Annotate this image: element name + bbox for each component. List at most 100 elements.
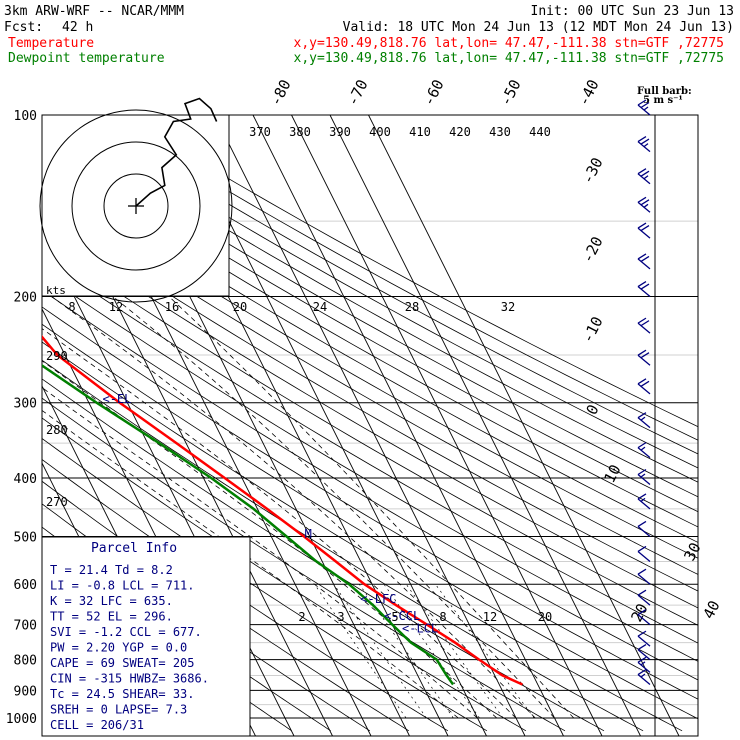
- barb-staff: [637, 258, 651, 270]
- dry-adiabat: [42, 341, 683, 732]
- mixing-ratio-label: 3: [337, 610, 344, 624]
- barb-flag: [637, 520, 647, 528]
- barb-flag: [637, 442, 647, 449]
- barb-staff: [637, 498, 651, 510]
- barb-staff: [637, 614, 651, 626]
- isotherm-label: 40: [699, 598, 723, 622]
- isotherm-label: -10: [578, 314, 606, 346]
- barb-staff: [637, 383, 651, 395]
- theta-label-left: 290: [46, 349, 68, 363]
- moist-adiabat: [112, 296, 555, 719]
- barb-flag: [637, 253, 647, 260]
- level-annotation: <-EL: [102, 392, 131, 406]
- wind-barb: [637, 630, 651, 647]
- parcel-box: [41, 536, 251, 737]
- dry-adiabat: [42, 397, 566, 732]
- dry-adiabat: [42, 154, 698, 528]
- barb-staff: [637, 635, 651, 647]
- forecast-hour: 42 h: [62, 20, 93, 35]
- wind-barb: [637, 468, 651, 486]
- isotherm-label: -70: [343, 77, 371, 109]
- wind-scale-label: 24: [313, 300, 327, 314]
- sounding-profiles: [42, 334, 523, 686]
- barb-flag: [640, 255, 650, 262]
- barb-half-flag: [643, 175, 649, 180]
- pressure-label: 1000: [6, 712, 37, 727]
- pressure-label: 100: [14, 109, 37, 124]
- parcel-row: PW = 2.20 YGP = 0.0: [50, 641, 187, 655]
- dry-adiabat: [42, 257, 698, 644]
- barb-flag: [640, 225, 650, 232]
- barb-half-flag: [640, 661, 646, 666]
- wind-barb: [637, 609, 651, 626]
- mixing-ratio-line: [435, 583, 535, 719]
- barb-flag: [637, 196, 647, 203]
- wind-scale-label: 20: [233, 300, 247, 314]
- init-time: Init: 00 UTC Sun 23 Jun 13: [531, 4, 735, 19]
- wind-barb: [637, 442, 651, 459]
- wind-barb: [637, 136, 651, 153]
- mixing-ratio-label: 5: [391, 610, 398, 624]
- dry-adiabat: [62, 115, 698, 469]
- full-barb-label: Full barb:: [637, 86, 692, 97]
- parcel-row: TT = 52 EL = 296.: [50, 610, 173, 624]
- wind-barbs: [637, 99, 656, 736]
- barb-half-flag: [643, 106, 649, 111]
- wind-barb: [637, 568, 651, 585]
- wind-scale-label: 28: [405, 300, 419, 314]
- barb-staff: [637, 354, 651, 366]
- moist-adiabat: [42, 409, 459, 719]
- barb-staff: [637, 573, 651, 585]
- wind-barb: [637, 280, 651, 298]
- dewpoint-line: [42, 364, 455, 686]
- hodograph: kts: [39, 97, 233, 303]
- isotherm-label: -20: [578, 234, 606, 266]
- pressure-label: 400: [14, 472, 37, 487]
- barb-staff: [637, 674, 651, 686]
- barb-flag: [637, 349, 647, 356]
- barb-staff: [637, 661, 651, 673]
- barb-flag: [637, 317, 647, 324]
- mixing-ratio-label: 12: [483, 610, 497, 624]
- barb-flag: [637, 630, 647, 637]
- isotherm-label: -50: [496, 77, 524, 109]
- theta-label: 390: [329, 125, 351, 139]
- barb-flag: [637, 136, 647, 143]
- dry-adiabat: [42, 306, 698, 700]
- isotherm-label: -40: [574, 77, 602, 109]
- barb-flag: [637, 609, 647, 616]
- full-barb-units: 5 m s⁻¹: [643, 95, 683, 106]
- moist-adiabat: [51, 296, 536, 719]
- hodograph-units: kts: [46, 284, 66, 297]
- wind-barb: [637, 222, 651, 239]
- barb-staff: [637, 594, 651, 606]
- barb-flag: [640, 380, 650, 387]
- moist-adiabat: [168, 296, 575, 719]
- barb-flag: [637, 668, 647, 676]
- parcel-row: Tc = 24.5 SHEAR= 33.: [50, 687, 195, 701]
- barb-flag: [640, 138, 650, 145]
- dry-adiabat: [42, 140, 698, 513]
- barb-staff: [637, 550, 651, 562]
- parcel-row: K = 32 LFC = 635.: [50, 594, 173, 608]
- hodograph-trace: [135, 97, 218, 207]
- wind-barb: [637, 668, 651, 686]
- dry-adiabat: [101, 115, 698, 441]
- wind-barb: [637, 99, 651, 116]
- wind-scale-label: 32: [501, 300, 515, 314]
- isotherm-line: [329, 115, 641, 736]
- wind-barb: [637, 589, 651, 606]
- wind-barb: [637, 493, 651, 510]
- barb-half-flag: [640, 473, 646, 478]
- level-annotation: <-LFC: [360, 592, 396, 606]
- wind-scale-label: 8: [68, 300, 75, 314]
- plot-border: [41, 114, 699, 737]
- barb-flag: [637, 589, 647, 596]
- mixing-ratio-label: 20: [538, 610, 552, 624]
- plot-frame: [41, 114, 699, 737]
- barb-flag: [637, 468, 647, 476]
- barb-flag: [640, 101, 650, 109]
- dry-adiabat: [42, 226, 698, 609]
- barb-flag: [637, 493, 647, 500]
- barb-flag: [637, 644, 647, 651]
